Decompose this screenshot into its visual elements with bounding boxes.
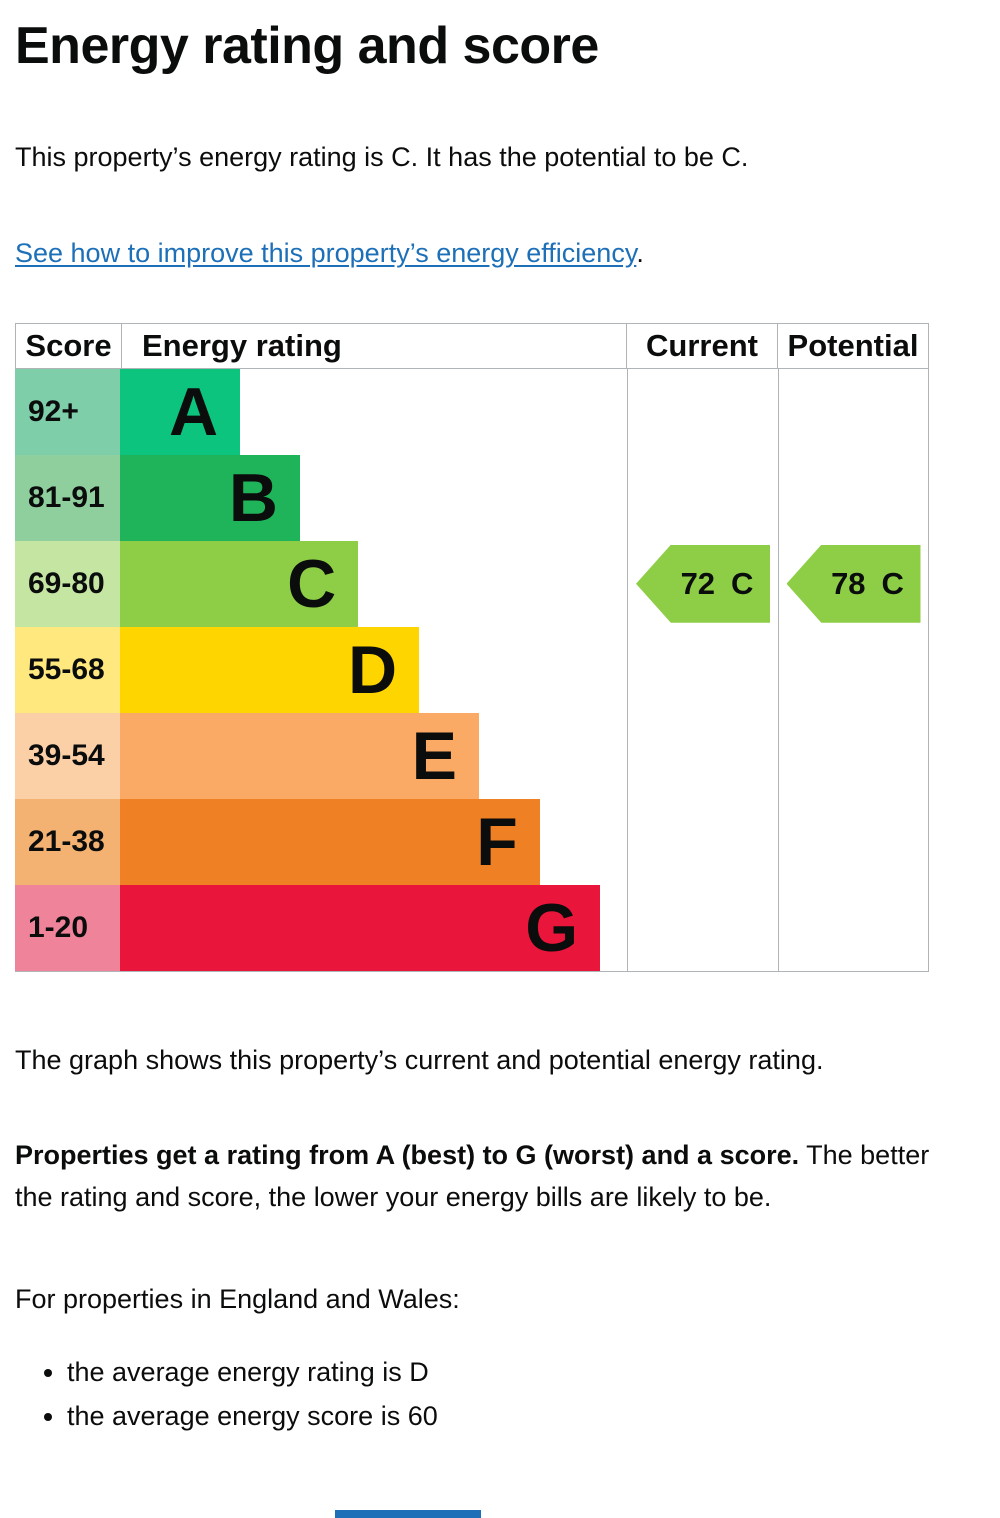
- averages-list: the average energy rating is D the avera…: [15, 1355, 970, 1433]
- improve-link-line: See how to improve this property’s energ…: [15, 237, 970, 271]
- band-row: 21-38 F: [15, 798, 929, 885]
- rating-bar-area: E: [120, 712, 627, 799]
- page-title: Energy rating and score: [15, 17, 599, 75]
- potential-cell: [778, 798, 929, 885]
- current-cell: 72 C: [627, 540, 778, 627]
- arrow-score-value: 78: [831, 565, 866, 601]
- band-row: 69-80 C 72 C 78 C: [15, 540, 929, 627]
- rating-bar-g: G: [120, 884, 601, 971]
- current-cell: [627, 454, 778, 541]
- improve-efficiency-link[interactable]: See how to improve this property’s energ…: [15, 237, 637, 268]
- header-current: Current: [626, 323, 777, 368]
- band-row: 55-68 D: [15, 626, 929, 713]
- potential-cell: 78 C: [778, 540, 929, 627]
- score-range-cell: 81-91: [15, 454, 120, 541]
- score-range-cell: 69-80: [15, 540, 120, 627]
- rating-explanation-rest: The better the rating and score, the low…: [15, 1140, 930, 1213]
- band-row: 92+ A: [15, 368, 929, 455]
- rating-bar-area: C: [120, 540, 627, 627]
- rating-bar-area: B: [120, 454, 627, 541]
- arrow-score-value: 72: [680, 565, 716, 601]
- header-energy-rating: Energy rating: [121, 323, 626, 368]
- band-letter: C: [287, 545, 337, 622]
- band-row: 1-20 G: [15, 884, 929, 971]
- score-range-cell: 55-68: [15, 626, 120, 713]
- page: Energy rating and score This property’s …: [0, 17, 1000, 1433]
- rating-bar-e: E: [120, 712, 479, 799]
- rating-bar-c: C: [120, 540, 359, 627]
- rating-bar-area: D: [120, 626, 627, 713]
- graph-caption: The graph shows this property’s current …: [15, 1044, 824, 1075]
- current-cell: [627, 884, 778, 971]
- potential-cell: [778, 884, 929, 971]
- bottom-partial-element: [335, 1510, 481, 1518]
- header-potential: Potential: [777, 323, 928, 368]
- chart-header-row: Score Energy rating Current Potential: [15, 322, 929, 369]
- rating-bar-d: D: [120, 626, 420, 713]
- band-letter: B: [228, 459, 278, 536]
- chart-body: 92+ A 81-91 B 69-80 C 72 C 78 C 55-68 D 39-54 E 21-38 F…: [15, 368, 929, 972]
- current-cell: [627, 368, 778, 455]
- band-row: 39-54 E: [15, 712, 929, 799]
- rating-bar-b: B: [120, 454, 300, 541]
- current-rating-arrow: 72 C: [636, 544, 770, 623]
- band-letter: D: [348, 631, 398, 708]
- rating-bar-area: A: [120, 368, 627, 455]
- arrow-band-letter: C: [731, 565, 754, 601]
- rating-explanation-bold: Properties get a rating from A (best) to…: [15, 1140, 800, 1171]
- score-range-cell: 1-20: [15, 884, 120, 971]
- rating-bar-a: A: [120, 368, 241, 455]
- energy-rating-chart: Score Energy rating Current Potential 92…: [15, 322, 929, 972]
- potential-cell: [778, 712, 929, 799]
- region-line: For properties in England and Wales:: [15, 1284, 460, 1315]
- link-period: .: [636, 237, 644, 268]
- band-letter: E: [411, 717, 457, 794]
- rating-bar-area: F: [120, 798, 627, 885]
- current-cell: [627, 712, 778, 799]
- intro-text: This property’s energy rating is C. It h…: [15, 142, 749, 173]
- score-range-cell: 39-54: [15, 712, 120, 799]
- current-cell: [627, 626, 778, 713]
- score-range-cell: 92+: [15, 368, 120, 455]
- potential-rating-arrow: 78 C: [786, 544, 921, 623]
- rating-bar-area: G: [120, 884, 627, 971]
- rating-bar-f: F: [120, 798, 540, 885]
- score-range-cell: 21-38: [15, 798, 120, 885]
- current-cell: [627, 798, 778, 885]
- header-score: Score: [25, 327, 112, 363]
- potential-cell: [778, 368, 929, 455]
- band-letter: G: [525, 889, 579, 966]
- rating-explanation: Properties get a rating from A (best) to…: [15, 1135, 970, 1219]
- list-item-average-rating: the average energy rating is D: [67, 1355, 970, 1389]
- list-item-average-score: the average energy score is 60: [67, 1399, 970, 1433]
- band-row: 81-91 B: [15, 454, 929, 541]
- band-letter: F: [476, 803, 518, 880]
- potential-cell: [778, 626, 929, 713]
- band-letter: A: [169, 373, 219, 450]
- potential-cell: [778, 454, 929, 541]
- arrow-band-letter: C: [881, 565, 904, 601]
